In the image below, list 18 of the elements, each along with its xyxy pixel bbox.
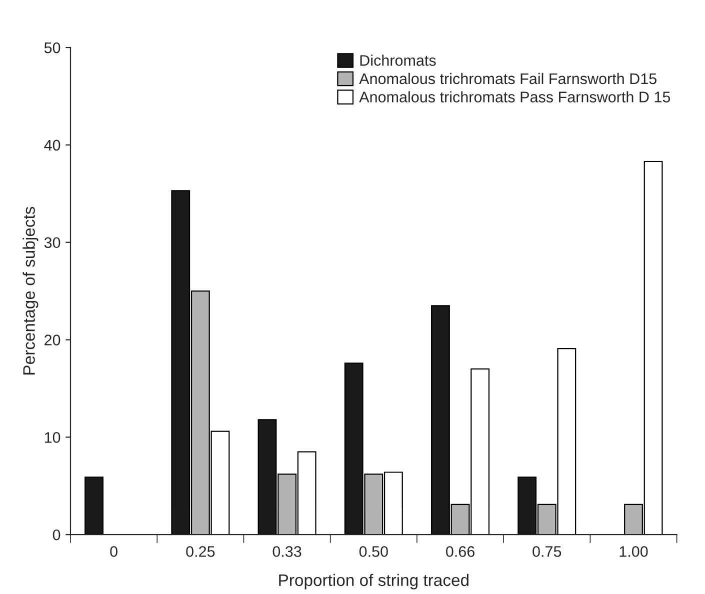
x-tick-label: 1.00 [620, 546, 648, 557]
x-tick-label: 0.66 [446, 546, 474, 557]
x-tick-label: 0.25 [186, 546, 215, 557]
y-tick-label: 40 [44, 140, 60, 151]
legend-label: Anomalous trichromats Fail Farnsworth D15 [359, 72, 656, 84]
x-tick-label: 0.33 [272, 546, 302, 557]
y-tick-label: 20 [44, 334, 60, 346]
y-tick-label: 10 [44, 432, 60, 443]
x-tick-label: 0.50 [359, 546, 388, 557]
x-tick-label: 0.75 [532, 546, 562, 557]
x-axis-title: Proportion of string traced [279, 574, 468, 590]
legend-label: Dichromats [360, 54, 436, 66]
y-tick-label: 0 [52, 529, 60, 540]
y-tick-label: 50 [44, 42, 60, 54]
x-tick-label: 0 [110, 546, 118, 557]
legend-label: Anomalous trichromats Pass Farnsworth D 15 [359, 91, 670, 102]
y-tick-label: 30 [44, 237, 60, 248]
y-axis-title: Percentage of subjects [22, 206, 38, 374]
